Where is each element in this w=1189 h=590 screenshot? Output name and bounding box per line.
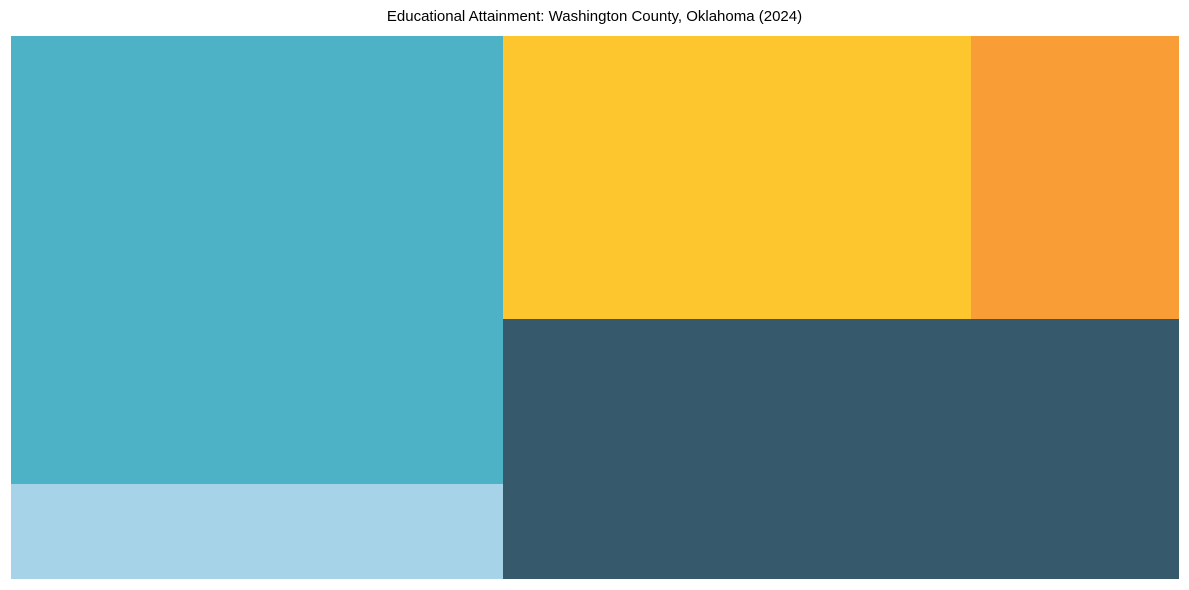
treemap-tile-light-blue	[11, 484, 503, 579]
treemap-tile-orange	[971, 36, 1179, 319]
chart-title: Educational Attainment: Washington Count…	[386, 8, 803, 25]
treemap-tile-dark-slate	[503, 319, 1179, 579]
treemap-tile-yellow	[503, 36, 971, 319]
treemap-tile-teal	[11, 36, 503, 484]
